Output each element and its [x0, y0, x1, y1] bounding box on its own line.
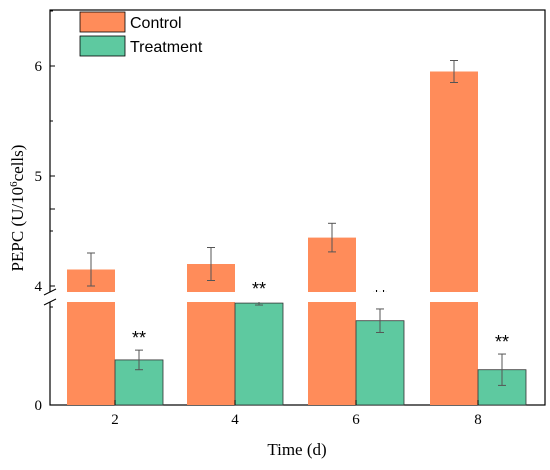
legend: Control Treatment: [79, 11, 203, 57]
x-tick-label: 6: [352, 412, 360, 428]
x-tick-label: 4: [231, 412, 239, 428]
y-axis-title-sup: 6: [8, 181, 20, 187]
significance-marker: **: [132, 328, 146, 348]
control-bar: [67, 269, 115, 405]
axis-break-mark-bottom: [43, 298, 57, 306]
axis-break-mark-top: [43, 288, 57, 296]
treatment-bar: [234, 302, 284, 406]
y-axis-title-tail: cells): [8, 145, 27, 182]
x-tick-label: 2: [111, 412, 119, 428]
y-axis-title: PEPC (U/106cells): [8, 145, 27, 272]
legend-swatch-control: [79, 11, 126, 33]
significance-marker: **: [495, 332, 509, 352]
control-bar: [187, 264, 235, 405]
y-tick-label: 6: [35, 59, 43, 75]
plot-frame: [49, 9, 546, 406]
treatment-bar: [355, 320, 405, 406]
axis-layer: 2 4 6 8 4 5 6 0: [35, 10, 541, 428]
axis-break-gap: [44, 292, 541, 302]
control-bar: [430, 71, 478, 405]
y-tick-label: 0: [35, 398, 43, 414]
x-tick-label: 8: [474, 412, 482, 428]
legend-swatch-treatment: [79, 35, 126, 57]
y-tick-label: 5: [35, 169, 43, 185]
y-axis-title-main: PEPC (U/10: [8, 187, 27, 272]
y-tick-label: 4: [35, 279, 43, 295]
x-axis-title: Time (d): [267, 440, 326, 459]
bars-layer: ********: [67, 60, 527, 406]
legend-label-treatment: Treatment: [130, 39, 203, 56]
control-bar: [308, 237, 356, 405]
legend-label-control: Control: [130, 15, 182, 32]
